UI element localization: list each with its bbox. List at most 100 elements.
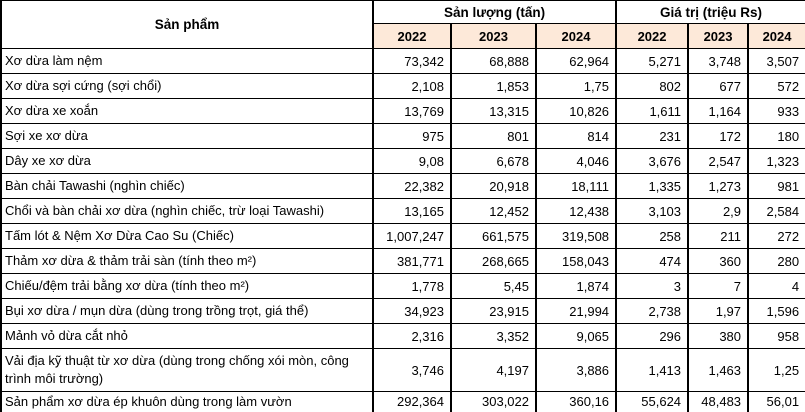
value-cell: 474 [615,248,690,274]
value-cell: 20,918 [450,173,537,199]
product-label: Tấm lót & Nệm Xơ Dừa Cao Su (Chiếc) [0,223,374,249]
table-row: Tấm lót & Nệm Xơ Dừa Cao Su (Chiếc) 1,007… [0,223,805,249]
value-cell: 3,886 [534,348,618,392]
value-cell: 572 [747,73,805,99]
year-header-row: 2022 2023 2024 2022 2023 2024 [1,23,805,49]
table-row: Xơ dừa sợi cứng (sợi chổi) 2,108 1,853 1,75… [0,73,805,99]
value-cell: 2,584 [747,198,805,224]
year-header-value-2023: 2023 [687,23,750,49]
value-cell: 7 [687,273,750,299]
product-label: Bàn chải Tawashi (nghìn chiếc) [0,173,374,199]
value-cell: 4 [747,273,805,299]
value-cell: 3,748 [687,48,750,74]
value-cell: 172 [687,123,750,149]
table-row: Sợi xe xơ dừa 975 801 814 231 172 180 [0,123,805,149]
table-row: Xơ dừa làm nệm 73,342 68,888 62,964 5,271 3,7… [0,48,805,74]
table-row: Mảnh vỏ dừa cắt nhỏ 2,316 3,352 9,065 296 380… [0,323,805,349]
value-cell: 272 [747,223,805,249]
value-cell: 56,01 [747,391,805,412]
product-label: Dây xe xơ dừa [0,148,374,174]
year-header-output-2024: 2024 [534,23,618,49]
value-cell: 3,352 [450,323,537,349]
product-label: Xơ dừa sợi cứng (sợi chổi) [0,73,374,99]
value-cell: 180 [747,123,805,149]
value-cell: 13,165 [372,198,452,224]
value-cell: 1,75 [534,73,618,99]
product-label: Vải địa kỹ thuật từ xơ dừa (dùng trong c… [0,348,374,392]
value-cell: 2,316 [372,323,452,349]
value-cell: 6,678 [450,148,537,174]
value-cell: 5,45 [450,273,537,299]
value-cell: 1,413 [615,348,690,392]
value-cell: 18,111 [534,173,618,199]
value-cell: 2,547 [687,148,750,174]
product-label: Xơ dừa làm nệm [0,48,374,74]
product-label: Bụi xơ dừa / mụn dừa (dùng trong trồng t… [0,298,374,324]
table-body: Xơ dừa làm nệm 73,342 68,888 62,964 5,271 3,7… [0,48,805,412]
value-cell: 68,888 [450,48,537,74]
value-cell: 268,665 [450,248,537,274]
value-cell: 1,25 [747,348,805,392]
value-cell: 1,273 [687,173,750,199]
table-row: Chổi và bàn chải xơ dừa (nghìn chiếc, tr… [0,198,805,224]
year-header-output-2023: 2023 [450,23,537,49]
value-cell: 23,915 [450,298,537,324]
group-header-row: Sản phẩm Sản lượng (tấn) Giá trị (triệu … [0,0,805,49]
year-header-output-2022: 2022 [372,23,452,49]
value-cell: 9,065 [534,323,618,349]
column-group-value: Giá trị (triệu Rs) [615,0,805,24]
value-cell: 21,994 [534,298,618,324]
table-row: Bụi xơ dừa / mụn dừa (dùng trong trồng t… [0,298,805,324]
value-cell: 958 [747,323,805,349]
value-cell: 1,97 [687,298,750,324]
value-cell: 296 [615,323,690,349]
value-cell: 1,323 [747,148,805,174]
value-cell: 158,043 [534,248,618,274]
column-header-product: Sản phẩm [0,0,374,49]
value-cell: 22,382 [372,173,452,199]
value-cell: 5,271 [615,48,690,74]
value-cell: 62,964 [534,48,618,74]
value-cell: 1,596 [747,298,805,324]
value-cell: 4,046 [534,148,618,174]
product-label: Sợi xe xơ dừa [0,123,374,149]
value-cell: 231 [615,123,690,149]
value-cell: 292,364 [372,391,452,412]
value-cell: 975 [372,123,452,149]
table-row: Chiếu/đệm trải bằng xơ dừa (tính theo m²… [0,273,805,299]
table-row: Sản phẩm xơ dừa ép khuôn dùng trong làm … [0,391,805,412]
table-header: Sản phẩm Sản lượng (tấn) Giá trị (triệu … [0,0,805,49]
value-cell: 211 [687,223,750,249]
value-cell: 2,738 [615,298,690,324]
value-cell: 2,108 [372,73,452,99]
table-row: Xơ dừa xe xoắn 13,769 13,315 10,826 1,611 1,1… [0,98,805,124]
value-cell: 1,463 [687,348,750,392]
product-label: Mảnh vỏ dừa cắt nhỏ [0,323,374,349]
table-row: Bàn chải Tawashi (nghìn chiếc) 22,382 20,9… [0,173,805,199]
value-cell: 1,853 [450,73,537,99]
value-cell: 677 [687,73,750,99]
value-cell: 1,007,247 [372,223,452,249]
year-header-value-2024: 2024 [747,23,805,49]
value-cell: 360,16 [534,391,618,412]
value-cell: 258 [615,223,690,249]
product-label: Chiếu/đệm trải bằng xơ dừa (tính theo m²… [0,273,374,299]
value-cell: 1,778 [372,273,452,299]
value-cell: 1,335 [615,173,690,199]
product-label: Chổi và bàn chải xơ dừa (nghìn chiếc, tr… [0,198,374,224]
value-cell: 814 [534,123,618,149]
value-cell: 10,826 [534,98,618,124]
value-cell: 13,315 [450,98,537,124]
value-cell: 13,769 [372,98,452,124]
value-cell: 3 [615,273,690,299]
value-cell: 360 [687,248,750,274]
column-group-output: Sản lượng (tấn) [371,0,618,24]
year-header-value-2022: 2022 [615,23,690,49]
value-cell: 9,08 [372,148,452,174]
value-cell: 319,508 [534,223,618,249]
value-cell: 3,507 [747,48,805,74]
value-cell: 3,676 [615,148,690,174]
value-cell: 802 [615,73,690,99]
